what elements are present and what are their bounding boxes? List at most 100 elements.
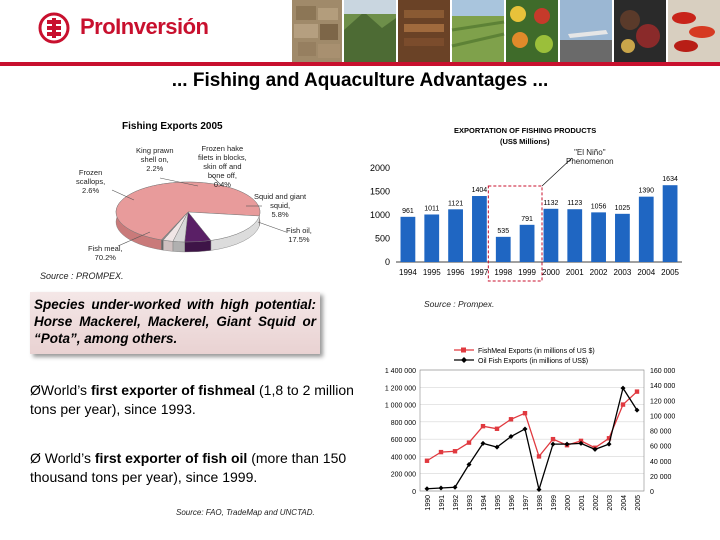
bar-2002 bbox=[591, 212, 606, 262]
fishoil-point-1998 bbox=[536, 486, 542, 492]
fishmeal-point-1998 bbox=[536, 454, 542, 459]
bullet-fishmeal: ØWorld’s first exporter of fishmeal (1,8… bbox=[30, 382, 354, 417]
header-divider bbox=[0, 62, 720, 66]
fishmeal-point-2004 bbox=[620, 402, 626, 407]
line-xtick-label: 1991 bbox=[439, 495, 446, 511]
bar-xtick-label: 2001 bbox=[566, 268, 584, 277]
line-left-ytick-label: 200 000 bbox=[391, 472, 416, 479]
species-box bbox=[30, 292, 320, 354]
bar-xtick-label: 2004 bbox=[637, 268, 655, 277]
fishoil-point-1991 bbox=[438, 485, 444, 491]
line-right-ytick-label: 60 000 bbox=[650, 444, 672, 451]
bar-data-label: 961 bbox=[402, 208, 414, 215]
fishoil-point-2001 bbox=[578, 440, 584, 446]
pie-source: Source : PROMPEX. bbox=[40, 271, 124, 281]
slide-title: ... Fishing and Aquaculture Advantages .… bbox=[171, 70, 549, 91]
pie-label-squid: Squid and giant squid, 5.8% bbox=[254, 192, 307, 219]
pie-leader-line bbox=[257, 221, 287, 233]
pie-label-fish-oil: Fish oil, 17.5% bbox=[286, 226, 312, 244]
pie-leader-line bbox=[117, 231, 151, 247]
stone-wall-photo bbox=[292, 0, 342, 62]
bar-chart-title-line1: EXPORTATION OF FISHING PRODUCTS bbox=[454, 126, 597, 135]
line-xtick-label: 1990 bbox=[425, 495, 432, 511]
fishoil-point-2005 bbox=[634, 407, 640, 413]
fishmeal-point-1994 bbox=[480, 423, 486, 429]
bullets-source: Source: FAO, TradeMap and UNCTAD. bbox=[176, 508, 315, 517]
pie-leader-line bbox=[159, 177, 199, 187]
bar-1998 bbox=[495, 236, 511, 262]
bar-xtick-label: 2005 bbox=[661, 268, 679, 277]
pie-label-frozen-hake: Frozen hake filets in blocks, skin off and… bbox=[198, 144, 247, 189]
bar-data-label: 1025 bbox=[615, 205, 631, 212]
fishmeal-point-1997 bbox=[522, 411, 528, 416]
bar-xtick-label: 1998 bbox=[494, 268, 512, 277]
line-left-ytick-label: 400 000 bbox=[391, 454, 416, 461]
proinversion-logo-icon bbox=[38, 12, 70, 44]
line-left-ytick-label: 1 400 000 bbox=[385, 368, 416, 375]
line-right-ytick-label: 160 000 bbox=[650, 368, 675, 375]
bar-2004 bbox=[638, 196, 654, 262]
pie-label-frozen-scallops: Frozen scallops, 2.6% bbox=[76, 168, 106, 195]
line-right-ytick-label: 40 000 bbox=[650, 459, 672, 466]
pie-leader-line bbox=[211, 175, 223, 187]
fishmeal-point-1992 bbox=[452, 449, 458, 454]
el-nino-highlight-box bbox=[487, 185, 543, 282]
bar-2005 bbox=[662, 185, 678, 262]
fishoil-point-2002 bbox=[592, 446, 598, 452]
bar-ytick-label: 1000 bbox=[370, 210, 390, 220]
bar-data-label: 1056 bbox=[591, 203, 607, 210]
bar-chart-title-line2: (US$ Millions) bbox=[500, 137, 550, 146]
bar-1995 bbox=[424, 214, 440, 262]
bar-1999 bbox=[519, 224, 535, 262]
line-left-ytick-label: 1 000 000 bbox=[385, 403, 416, 410]
logo-text: ProInversión bbox=[80, 14, 209, 39]
line-right-ytick-label: 80 000 bbox=[650, 429, 672, 436]
pie-label-king-prawn: King prawn shell on, 2.2% bbox=[136, 146, 174, 173]
line-xtick-label: 1998 bbox=[537, 495, 544, 511]
fishmeal-point-1990 bbox=[424, 458, 430, 463]
fishmeal-point-1991 bbox=[438, 449, 444, 455]
el-nino-annotation: "El Niño" Phenomenon bbox=[566, 148, 614, 166]
legend-label-oil-fish-exports-in-millions-of-us: Oil Fish Exports (in millions of US$) bbox=[478, 358, 588, 365]
bar-xtick-label: 1995 bbox=[423, 268, 441, 277]
crops-photo bbox=[451, 0, 505, 62]
bar-xtick-label: 2003 bbox=[614, 268, 632, 277]
line-xtick-label: 2005 bbox=[635, 495, 642, 511]
pie-leader-line bbox=[111, 189, 135, 201]
fishmeal-point-1995 bbox=[494, 426, 500, 431]
legend-marker bbox=[461, 347, 466, 353]
bar-xtick-label: 2000 bbox=[542, 268, 560, 277]
fishoil-point-1995 bbox=[494, 444, 500, 450]
bar-data-label: 1123 bbox=[567, 200, 582, 207]
mixed-produce-photo bbox=[614, 0, 666, 62]
line-left-ytick-label: 1 200 000 bbox=[385, 385, 416, 392]
fishoil-point-1992 bbox=[452, 484, 458, 490]
lumber-photo bbox=[398, 0, 450, 62]
bar-ytick-label: 0 bbox=[385, 257, 390, 267]
bar-xtick-label: 2002 bbox=[590, 268, 608, 277]
line-right-ytick-label: 100 000 bbox=[650, 413, 675, 420]
fruit-mosaic-photo bbox=[506, 0, 558, 62]
bar-data-label: 791 bbox=[521, 216, 533, 223]
bar-data-label: 1011 bbox=[424, 205, 439, 212]
pie-slice-frozen-hake-filets-in-blocks-skin-off-and-bone-off bbox=[160, 211, 189, 241]
line-xtick-label: 1995 bbox=[495, 495, 502, 511]
line-xtick-label: 2002 bbox=[593, 495, 600, 511]
line-xtick-label: 1992 bbox=[453, 495, 460, 511]
pie-chart-title: Fishing Exports 2005 bbox=[122, 121, 223, 132]
fishoil-point-2004 bbox=[620, 385, 626, 391]
fishmeal-point-1996 bbox=[508, 417, 514, 422]
pie-slice-fish-oil bbox=[187, 211, 260, 241]
line-right-ytick-label: 20 000 bbox=[650, 474, 672, 481]
header-photo-strip bbox=[292, 0, 720, 62]
bar-ytick-label: 2000 bbox=[370, 163, 390, 173]
fishoil-point-1993 bbox=[466, 462, 472, 468]
fishoil-point-1996 bbox=[508, 434, 514, 440]
bar-data-label: 1132 bbox=[543, 200, 558, 207]
line-xtick-label: 2004 bbox=[621, 495, 628, 511]
bar-data-label: 1390 bbox=[638, 188, 654, 195]
line-left-ytick-label: 800 000 bbox=[391, 420, 416, 427]
line-right-ytick-label: 120 000 bbox=[650, 398, 675, 405]
fishoil-point-1990 bbox=[424, 486, 430, 492]
